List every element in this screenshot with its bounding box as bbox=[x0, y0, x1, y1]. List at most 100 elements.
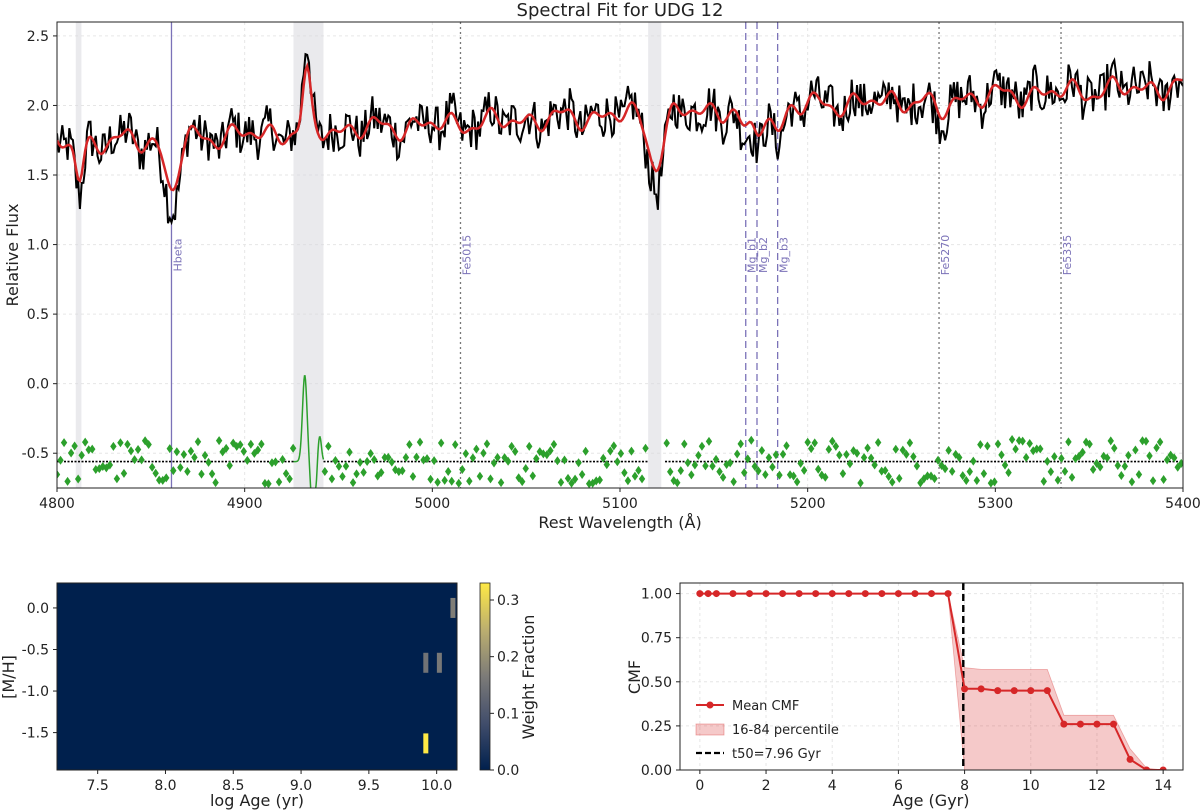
x-tick-label: 7.5 bbox=[87, 778, 109, 794]
cmf-point bbox=[961, 685, 969, 693]
residual-point bbox=[191, 452, 198, 462]
residual-point bbox=[78, 450, 85, 460]
residual-point bbox=[691, 460, 699, 470]
residual-point bbox=[853, 448, 861, 458]
residual-point bbox=[970, 456, 977, 466]
residual-point bbox=[339, 472, 346, 482]
residual-point bbox=[1178, 458, 1183, 468]
residual-point bbox=[807, 444, 815, 454]
residual-point bbox=[1054, 475, 1062, 485]
residual-point bbox=[194, 437, 202, 447]
residual-point bbox=[709, 461, 716, 471]
residual-point bbox=[145, 439, 152, 449]
residual-point bbox=[804, 437, 811, 447]
residual-point bbox=[1125, 450, 1132, 460]
y-tick-label: 1.5 bbox=[27, 168, 49, 184]
x-tick-label: 10 bbox=[1022, 778, 1040, 794]
residual-point bbox=[85, 445, 92, 455]
residual-point bbox=[621, 468, 628, 478]
residual-point bbox=[1047, 467, 1055, 477]
cmf-frame bbox=[679, 582, 1184, 771]
y-tick-label: 0.5 bbox=[27, 307, 49, 323]
residual-point bbox=[244, 455, 251, 465]
residual-point bbox=[526, 441, 533, 451]
residual-point bbox=[57, 455, 64, 465]
residual-point bbox=[684, 458, 692, 468]
residual-point bbox=[1104, 453, 1111, 463]
cmf-point bbox=[712, 590, 720, 598]
residual-point bbox=[406, 439, 413, 449]
legend-band-swatch bbox=[695, 723, 725, 736]
residual-point bbox=[237, 440, 244, 450]
residual-point bbox=[547, 446, 554, 456]
residual-point bbox=[603, 460, 610, 470]
residual-point bbox=[973, 475, 981, 485]
residual-point bbox=[889, 477, 896, 487]
colorbar-ticks: 0.0 0.1 0.2 0.3 bbox=[490, 593, 519, 779]
masked-regions bbox=[75, 22, 662, 488]
residual-point bbox=[275, 477, 283, 487]
residual-point bbox=[328, 474, 336, 484]
residual-point bbox=[533, 454, 540, 464]
y-tick-label: 2.5 bbox=[27, 29, 49, 45]
residual-point bbox=[610, 441, 618, 451]
residual-point bbox=[163, 473, 170, 483]
residual-point bbox=[222, 443, 230, 453]
residual-point bbox=[215, 436, 223, 446]
residual-point bbox=[1132, 445, 1139, 455]
residual-point bbox=[793, 477, 801, 487]
residual-point bbox=[899, 445, 907, 455]
residual-point bbox=[681, 439, 688, 449]
line-label-fe5270: Fe5270 bbox=[939, 235, 952, 276]
residual-point bbox=[519, 477, 526, 487]
cmf-point bbox=[1126, 755, 1134, 763]
y-tick-label: 0.25 bbox=[641, 719, 672, 735]
x-tick-label: 4900 bbox=[227, 496, 263, 512]
residual-point bbox=[356, 457, 364, 467]
residual-point bbox=[127, 446, 135, 456]
cmf-point bbox=[928, 590, 935, 598]
x-tick-label: 14 bbox=[1154, 778, 1172, 794]
residual-point bbox=[952, 449, 959, 459]
residual-point bbox=[156, 475, 163, 485]
residual-point bbox=[751, 461, 759, 471]
residual-point bbox=[473, 444, 480, 454]
residual-point bbox=[550, 439, 558, 449]
residual-point bbox=[811, 438, 818, 448]
residual-point bbox=[1044, 456, 1051, 466]
residual-point bbox=[247, 439, 255, 449]
residual-point bbox=[906, 438, 914, 448]
residual-point bbox=[89, 444, 96, 454]
residual-point bbox=[110, 441, 117, 451]
residual-point bbox=[402, 453, 410, 463]
residual-point bbox=[131, 455, 138, 465]
residual-point bbox=[836, 450, 843, 460]
cmf-point bbox=[1010, 687, 1018, 695]
residual-point bbox=[998, 450, 1005, 460]
residual-point bbox=[1135, 470, 1143, 480]
spectrum-y-label: Relative Flux bbox=[3, 204, 22, 307]
cmf-point bbox=[1159, 766, 1167, 770]
residual-point bbox=[1160, 474, 1167, 484]
residual-point bbox=[977, 440, 984, 450]
residual-point bbox=[571, 474, 579, 484]
colorbar-tick-label: 0.0 bbox=[497, 763, 519, 779]
residual-point bbox=[233, 441, 240, 451]
residual-point bbox=[367, 448, 374, 458]
residual-point bbox=[279, 455, 286, 465]
residual-point bbox=[730, 477, 737, 487]
residual-point bbox=[1058, 453, 1065, 463]
residual-point bbox=[874, 438, 882, 448]
cmf-point bbox=[1027, 687, 1035, 695]
residual-point bbox=[226, 460, 233, 470]
residual-point bbox=[170, 466, 177, 476]
residual-point bbox=[60, 438, 68, 448]
residual-point bbox=[230, 438, 237, 448]
y-tick-label: 0.0 bbox=[27, 377, 49, 393]
residual-point bbox=[212, 478, 219, 488]
y-tick-label: 0.75 bbox=[641, 631, 672, 647]
residual-point bbox=[282, 469, 290, 479]
residual-point bbox=[381, 453, 388, 463]
residual-point bbox=[124, 439, 131, 449]
residual-point bbox=[184, 467, 191, 477]
